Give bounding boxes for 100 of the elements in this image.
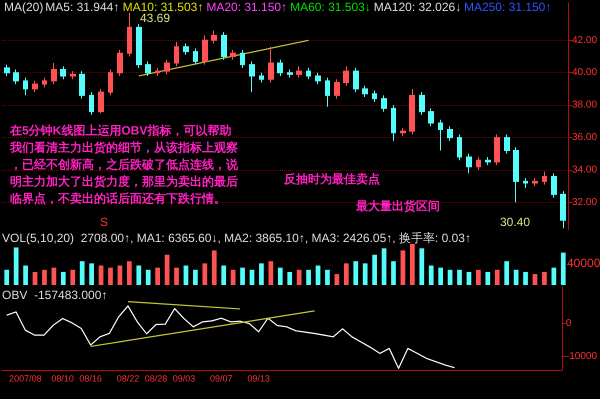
candlestick (334, 78, 340, 100)
candlestick (494, 134, 500, 166)
annotation: 在5分钟K线图上运用OBV指标，可以帮助我们看清主力出货的细节，从该指标上观察，已经不创新高，之后跌破了低点连线，说明主力加大了出货力度，那里为卖出的最后临界点，不卖出的话后面还有下跌行情。 (9, 124, 239, 206)
bar (98, 266, 104, 287)
candlestick (193, 48, 198, 66)
candlestick (400, 127, 406, 136)
candlestick (221, 32, 227, 60)
x-tick-label: 09/07 (210, 374, 233, 384)
annotation: S (100, 215, 108, 229)
candlestick (287, 68, 293, 78)
candlestick (457, 134, 462, 161)
candlestick (409, 88, 415, 135)
candlestick (315, 72, 321, 85)
candlestick (259, 72, 264, 83)
y-tick-label: 36.00 (572, 132, 598, 144)
annotation: MA60: 31.503↓ (290, 0, 371, 14)
candlestick (108, 68, 113, 96)
candlestick (428, 108, 434, 127)
bar (400, 250, 406, 287)
annotation: 反抽时为最佳卖点 (283, 172, 380, 186)
bar (212, 250, 217, 287)
candlestick (136, 24, 142, 68)
y-tick-label: 40.00 (572, 67, 598, 78)
candlestick (13, 68, 19, 85)
bar (164, 254, 170, 287)
annotation: MA(20) (4, 0, 44, 14)
candlestick (504, 134, 510, 154)
candlestick (419, 92, 425, 116)
candlestick (466, 153, 472, 174)
bar (184, 266, 188, 287)
candlestick (306, 67, 311, 80)
y-tick-label: 34.00 (572, 164, 598, 176)
candlestick (117, 50, 123, 76)
candlestick (127, 12, 132, 58)
candlestick (89, 92, 94, 116)
candlestick (372, 90, 377, 102)
candlestick (362, 85, 368, 98)
candlestick (211, 30, 217, 44)
bar (14, 247, 19, 287)
candlestick (485, 156, 491, 166)
candlestick (202, 34, 208, 66)
candlestick (145, 60, 151, 76)
candlestick (542, 171, 547, 186)
candlestick (183, 43, 189, 56)
y-tick-label: 32.00 (572, 196, 598, 208)
annotation: 30.40 (500, 215, 530, 229)
annotation: 40000 (567, 256, 600, 270)
line-series (6, 305, 456, 369)
x-tick-label: 08/22 (116, 374, 140, 384)
candlestick (164, 59, 170, 75)
bar (560, 252, 566, 287)
candlestick (391, 104, 396, 142)
candlestick (240, 50, 245, 68)
annotation: MA20: 31.150↑ (206, 0, 288, 14)
candlestick (296, 66, 302, 78)
candlestick (523, 178, 528, 188)
x-tick-label: 08/16 (79, 374, 102, 384)
candlestick (447, 126, 453, 142)
bar (259, 263, 264, 287)
bar (382, 248, 386, 287)
annotation: 最大量出货区间 (355, 199, 440, 213)
bar (410, 244, 415, 287)
candlestick (560, 190, 566, 229)
candlestick (381, 94, 387, 112)
candlestick (513, 146, 519, 203)
candlestick (353, 67, 359, 93)
candlestick (438, 119, 443, 152)
candlestick (230, 50, 236, 60)
annotation: OBV -157483.000↑ (2, 288, 108, 302)
y-tick-label: 42.00 (572, 34, 598, 46)
annotation: MA120: 32.026↓ (374, 0, 462, 14)
candlestick (32, 80, 38, 93)
bar (391, 261, 396, 287)
candlestick (42, 77, 47, 88)
bar (316, 266, 320, 287)
candlestick (155, 67, 160, 76)
candlestick (79, 70, 85, 100)
y-tick-label: 0 (566, 318, 572, 330)
annotation: MA250: 31.150↑ (464, 0, 552, 14)
x-tick-label: 08/28 (144, 374, 168, 384)
annotation: MA10: 31.503↑ (122, 0, 204, 14)
candlestick (249, 60, 255, 93)
x-tick-label: 2007/08 (9, 374, 42, 384)
x-tick-label: 09/13 (247, 374, 270, 384)
candlestick (23, 77, 28, 96)
candlestick (98, 88, 104, 114)
annotation: VOL(5,10,20) 2708.00↑, MA1: 6365.60↓, MA2: 3865.10↑, MA3: 2426.05↑, 换手率: 0.03↑ (2, 231, 471, 245)
candlestick (70, 70, 76, 80)
annotation: 43.69 (140, 11, 170, 25)
candlestick (174, 41, 179, 67)
y-tick-label: 38.00 (572, 100, 598, 111)
candlestick (268, 46, 274, 83)
x-tick-label: 09/03 (172, 374, 196, 384)
candlestick (60, 66, 66, 80)
bar (419, 248, 424, 287)
annotation: MA5: 31.944↑ (45, 0, 120, 14)
candlestick (551, 172, 557, 198)
candlestick (476, 156, 481, 171)
y-tick-label: -10000 (566, 351, 598, 362)
bar (118, 266, 122, 287)
